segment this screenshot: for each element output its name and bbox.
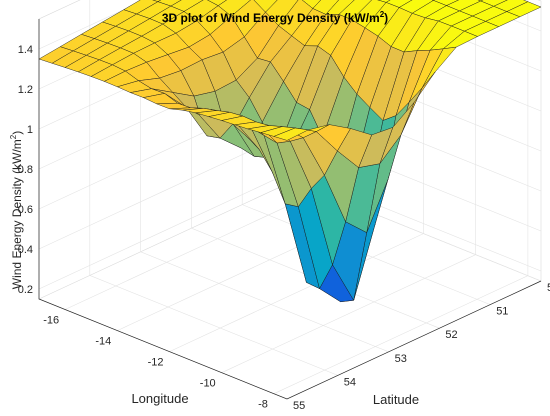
z-axis-label: Wind Energy Density (kW/m2) xyxy=(9,131,24,289)
y-axis-label: Latitude xyxy=(373,392,419,407)
y-tick-label: 50 xyxy=(547,282,550,294)
y-tick-label: 53 xyxy=(395,353,407,365)
x-axis-label: Longitude xyxy=(131,391,188,406)
z-tick-label: 0.2 xyxy=(18,284,33,296)
y-tick-label: 51 xyxy=(496,306,508,318)
y-gridline xyxy=(89,0,338,376)
z-tick-label: 0.4 xyxy=(18,244,33,256)
y-tick-label: 54 xyxy=(344,376,356,388)
z-tick-label: 1.4 xyxy=(18,44,33,56)
x-tick-label: -14 xyxy=(95,336,111,348)
surface-patch xyxy=(273,127,309,141)
z-tick-label: 1.2 xyxy=(18,84,33,96)
tick-labels: 0.2 0.4 0.6 0.8 1 1.2 1.4 -16 -14 -12 -10 -8 50 51 52 5… xyxy=(18,44,550,412)
x-tick-label: -8 xyxy=(258,399,268,411)
y-tick-label: 52 xyxy=(445,329,457,341)
x-tick-label: -12 xyxy=(148,357,164,369)
y-tick-label: 55 xyxy=(293,400,305,412)
z-tick-label: 1 xyxy=(27,124,33,136)
axis-lines xyxy=(38,19,542,400)
x-tick-label: -16 xyxy=(43,315,59,327)
x-tick-label: -10 xyxy=(200,378,216,390)
z-tick-label: 0.8 xyxy=(18,164,33,176)
chart-title: 3D plot of Wind Energy Density (kW/m2) xyxy=(162,10,388,25)
z-tick-label: 0.6 xyxy=(18,204,33,216)
surface-mesh xyxy=(38,0,542,303)
